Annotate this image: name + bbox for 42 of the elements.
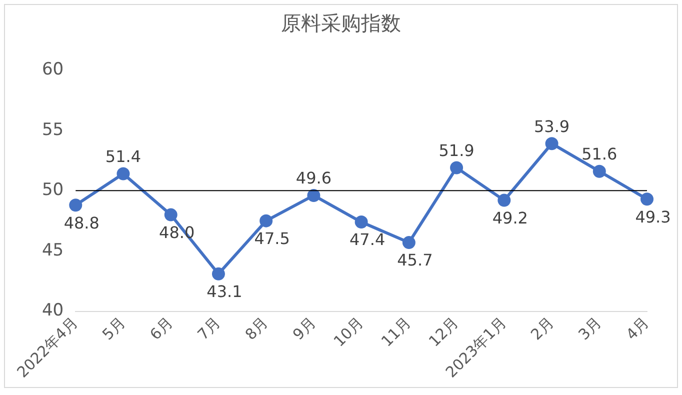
x-tick-label: 11月	[378, 314, 415, 350]
x-tick-label: 6月	[146, 314, 176, 344]
point	[212, 267, 225, 280]
x-tick-label: 9月	[289, 314, 320, 344]
data-label: 51.4	[105, 146, 142, 166]
point	[450, 161, 464, 174]
point	[307, 188, 320, 202]
x-tick-label: 7月	[194, 314, 224, 344]
point	[592, 164, 606, 178]
x-tick-label: 5月	[98, 314, 129, 344]
data-label: 51.6	[582, 144, 618, 164]
data-label: 47.4	[350, 230, 386, 250]
chart-title: 原料采购指数	[280, 10, 402, 37]
x-tick-label: 3月	[574, 314, 605, 344]
x-tick-label: 12月	[425, 314, 462, 350]
x-tick-label: 2月	[527, 314, 558, 344]
point	[354, 216, 368, 229]
y-tick-label: 50	[42, 180, 64, 200]
y-tick-label: 55	[42, 120, 64, 140]
point	[402, 236, 416, 250]
data-label: 49.3	[635, 207, 671, 226]
data-label: 45.7	[397, 250, 433, 270]
point	[640, 192, 654, 206]
data-label: 49.6	[296, 168, 332, 188]
y-tick-label: 60	[42, 59, 64, 80]
data-label: 49.2	[492, 208, 528, 228]
data-label: 53.9	[534, 116, 570, 136]
y-tick-label: 45	[42, 240, 64, 260]
data-label: 51.9	[438, 140, 474, 160]
point	[545, 137, 558, 150]
point	[164, 208, 178, 222]
x-tick-label: 8月	[242, 314, 272, 344]
point	[498, 194, 511, 207]
x-tick-label: 4月	[622, 314, 653, 344]
point	[69, 198, 82, 212]
data-label: 43.1	[206, 282, 242, 302]
y-tick-label: 40	[42, 300, 64, 321]
data-label: 48.8	[64, 213, 100, 232]
point	[260, 214, 273, 228]
data-label: 47.5	[254, 228, 290, 248]
x-tick-label: 10月	[330, 314, 367, 350]
point	[116, 167, 130, 180]
